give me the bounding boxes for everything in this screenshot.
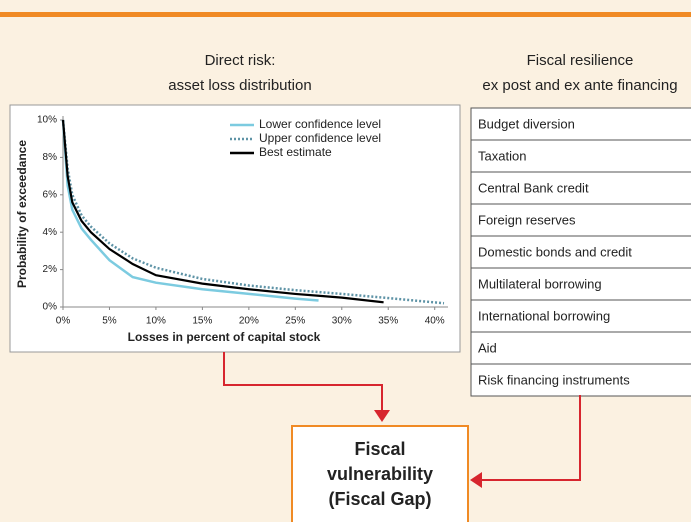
x-tick-label: 20% bbox=[239, 316, 259, 327]
financing-table: Budget diversion Taxation Central Bank cre… bbox=[470, 107, 691, 397]
result-text: (Fiscal Gap) bbox=[328, 489, 431, 509]
table-cell: Multilateral borrowing bbox=[478, 276, 602, 291]
right-heading: Fiscal resilience bbox=[527, 52, 634, 69]
table-cell: International borrowing bbox=[478, 308, 610, 323]
series-line bbox=[61, 119, 384, 304]
table-row bbox=[470, 171, 691, 205]
x-tick-label: 30% bbox=[332, 316, 352, 327]
x-axis-label: Losses in percent of capital stock bbox=[128, 330, 321, 344]
arrow-head bbox=[470, 472, 482, 488]
table-cell: Domestic bonds and credit bbox=[478, 244, 632, 259]
table-row bbox=[470, 139, 691, 173]
x-tick-label: 5% bbox=[102, 316, 117, 327]
table-cell: Budget diversion bbox=[478, 116, 575, 131]
table-row bbox=[470, 107, 691, 141]
result-text: Fiscal bbox=[354, 439, 405, 459]
legend-label: Best estimate bbox=[259, 145, 332, 159]
arrow bbox=[482, 395, 581, 481]
table-row bbox=[470, 363, 691, 397]
top-rule bbox=[0, 12, 691, 17]
x-tick-label: 25% bbox=[285, 316, 305, 327]
table-cell: Aid bbox=[478, 340, 497, 355]
legend-label: Upper confidence level bbox=[259, 131, 381, 145]
table-cell: Central Bank credit bbox=[478, 180, 589, 195]
y-tick-label: 10% bbox=[37, 115, 57, 126]
connectors bbox=[223, 352, 581, 481]
x-tick-label: 40% bbox=[425, 316, 445, 327]
table-row bbox=[470, 331, 691, 365]
y-tick-label: 0% bbox=[43, 302, 58, 313]
table-cell: Taxation bbox=[478, 148, 526, 163]
x-tick-label: 0% bbox=[56, 316, 71, 327]
arrow bbox=[223, 352, 383, 410]
y-tick-label: 2% bbox=[43, 264, 58, 275]
chart-frame bbox=[9, 104, 461, 353]
table-row bbox=[470, 267, 691, 301]
x-tick-label: 35% bbox=[378, 316, 398, 327]
left-heading: Direct risk: bbox=[205, 52, 276, 69]
y-tick-label: 4% bbox=[43, 227, 58, 238]
x-tick-label: 10% bbox=[146, 316, 166, 327]
x-tick-label: 15% bbox=[192, 316, 212, 327]
y-axis-label: Probability of exceedance bbox=[15, 140, 29, 288]
left-heading: asset loss distribution bbox=[168, 77, 311, 94]
y-tick-label: 6% bbox=[43, 189, 58, 200]
arrow-head bbox=[374, 410, 390, 422]
legend-label: Lower confidence level bbox=[259, 117, 381, 131]
table-cell: Foreign reserves bbox=[478, 212, 576, 227]
table-row bbox=[470, 299, 691, 333]
right-heading: ex post and ex ante financing bbox=[482, 77, 677, 94]
y-tick-label: 8% bbox=[43, 152, 58, 163]
result-text: vulnerability bbox=[327, 464, 433, 484]
result-box bbox=[291, 425, 469, 522]
series-line bbox=[61, 119, 319, 302]
table-cell: Risk financing instruments bbox=[478, 372, 630, 387]
